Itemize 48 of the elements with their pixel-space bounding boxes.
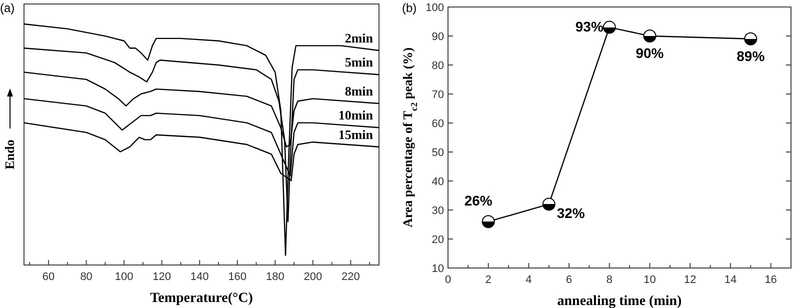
x-tick-label: 12 bbox=[684, 274, 696, 286]
x-tick-label: 10 bbox=[644, 274, 656, 286]
x-tick-label: 14 bbox=[724, 274, 737, 286]
x-tick-label: 6 bbox=[566, 274, 572, 286]
series-label: 2min bbox=[344, 30, 374, 46]
y-tick-label: 100 bbox=[426, 2, 444, 14]
y-tick-label: 20 bbox=[432, 234, 444, 246]
x-tick-label: 80 bbox=[80, 271, 92, 283]
x-tick-label: 180 bbox=[266, 271, 284, 283]
data-label: 93% bbox=[575, 18, 604, 34]
data-label: 90% bbox=[636, 45, 664, 61]
series-label: 8min bbox=[344, 84, 374, 99]
point bbox=[744, 32, 758, 46]
x-tick-label: 100 bbox=[114, 271, 134, 283]
x-tick-label: 4 bbox=[526, 274, 532, 286]
y-axis-title: Endo bbox=[2, 140, 17, 170]
x-tick-label: 160 bbox=[228, 271, 247, 283]
data-label: 32% bbox=[556, 205, 586, 222]
point bbox=[602, 20, 616, 34]
y-tick-label: 80 bbox=[432, 60, 444, 72]
point bbox=[482, 215, 495, 228]
chart-title: (b) bbox=[402, 1, 417, 15]
point bbox=[643, 30, 656, 42]
x-tick-label: 8 bbox=[606, 274, 612, 286]
x-tick-label: 0 bbox=[444, 274, 452, 286]
series-label: 5min bbox=[344, 54, 374, 70]
y-tick-label: 40 bbox=[432, 176, 444, 188]
x-axis-title: Temperature(°C) bbox=[150, 291, 254, 306]
y-tick-label: 90 bbox=[432, 31, 444, 43]
series-label: 15min bbox=[338, 126, 374, 142]
x-tick-label: 2 bbox=[485, 274, 492, 286]
data-label: 89% bbox=[736, 48, 766, 64]
data-label: 26% bbox=[464, 192, 493, 209]
x-tick-label: 120 bbox=[152, 271, 172, 283]
x-tick-label: 200 bbox=[304, 271, 322, 283]
y-tick-label: 50 bbox=[432, 147, 444, 159]
y-tick-label: 10 bbox=[432, 263, 444, 275]
x-tick-label: 220 bbox=[341, 271, 360, 283]
x-axis-title: annealing time (min) bbox=[557, 294, 682, 308]
series-label: 10min bbox=[338, 108, 374, 123]
point bbox=[542, 198, 556, 211]
x-tick-label: 16 bbox=[764, 274, 777, 286]
y-tick-label: 30 bbox=[432, 205, 444, 217]
y-tick-label: 70 bbox=[432, 89, 444, 101]
x-tick-label: 140 bbox=[190, 271, 209, 283]
chart-title: (a) bbox=[0, 1, 15, 15]
x-tick-label: 60 bbox=[42, 271, 55, 283]
y-tick-label: 60 bbox=[432, 118, 444, 130]
